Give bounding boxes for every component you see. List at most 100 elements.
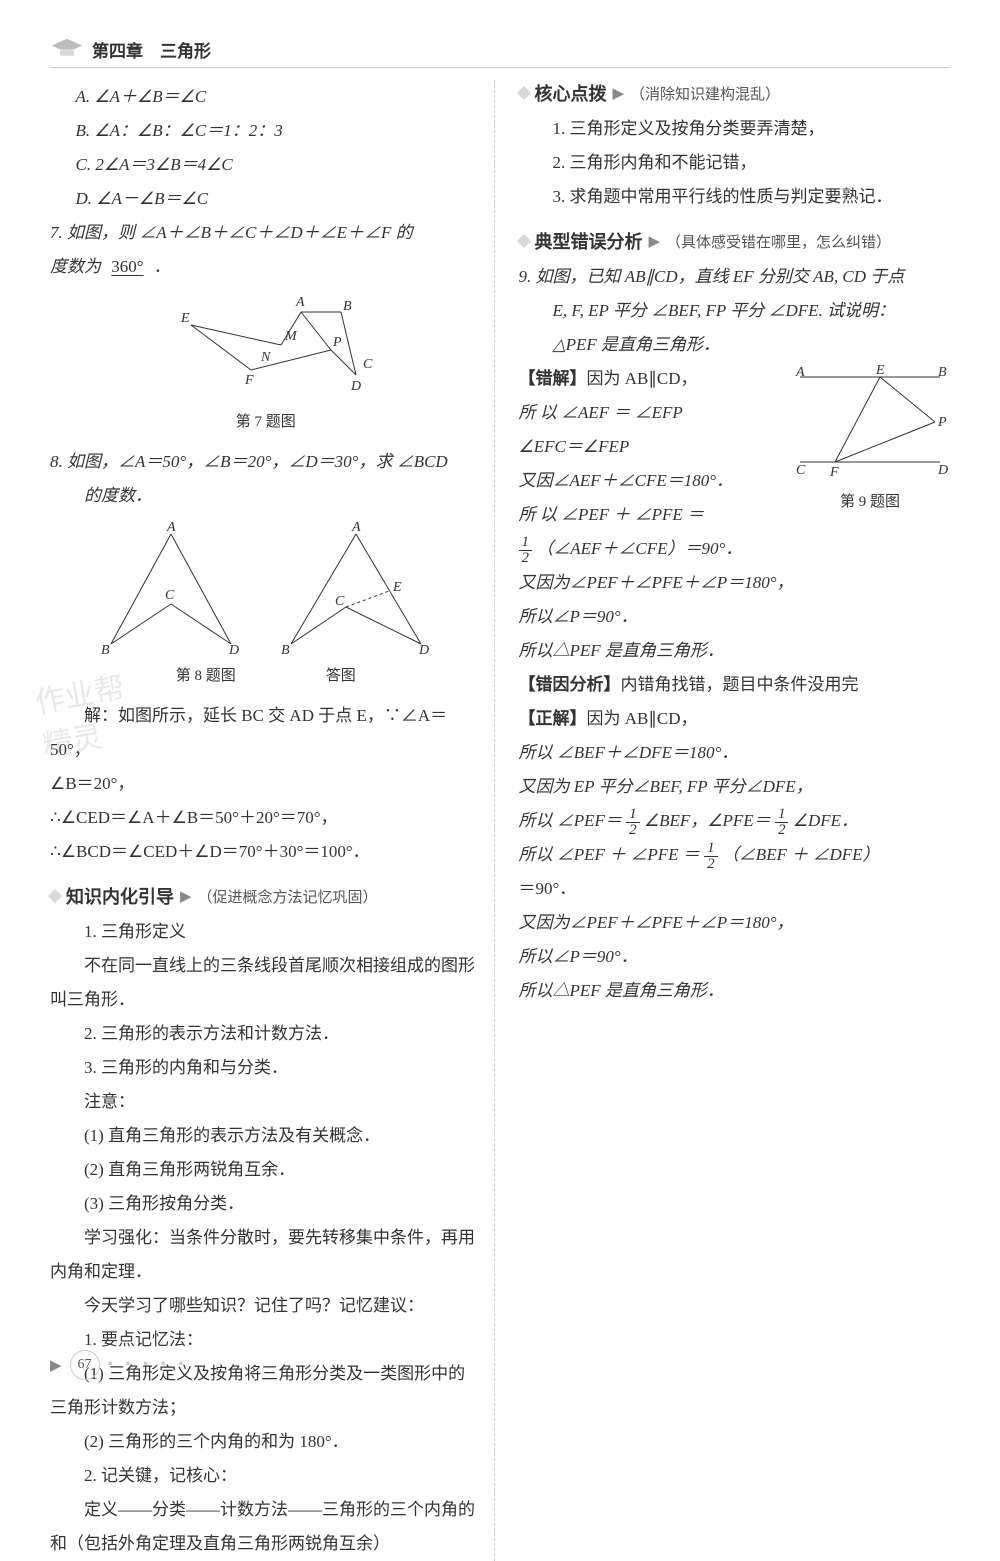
a13: (2) 三角形的三个内角的和为 180°． bbox=[50, 1425, 482, 1459]
svg-text:M: M bbox=[284, 329, 298, 344]
c2: 所以 ∠BEF＋∠DFE＝180°． bbox=[519, 736, 951, 770]
triangle-icon: ▶ bbox=[180, 887, 192, 906]
option-a: A. ∠A＋∠B＝∠C bbox=[50, 80, 482, 114]
q8-line2: 的度数． bbox=[50, 479, 482, 513]
svg-text:D: D bbox=[937, 463, 948, 478]
triangle-icon: ▶ bbox=[649, 232, 661, 251]
section-c-lead: 典型错误分析 ▶ （具体感受错在哪里，怎么纠错） bbox=[519, 228, 951, 254]
grad-cap-icon bbox=[50, 35, 84, 63]
reason-text: 内错角找错，题目中条件没用完 bbox=[621, 675, 859, 694]
svg-text:E: E bbox=[180, 311, 190, 326]
svg-text:N: N bbox=[260, 350, 271, 365]
c1: 因为 AB∥CD， bbox=[587, 709, 698, 728]
svg-text:F: F bbox=[829, 465, 839, 480]
svg-text:E: E bbox=[392, 580, 402, 595]
b1: 1. 三角形定义及按角分类要弄清楚， bbox=[519, 112, 951, 146]
svg-text:B: B bbox=[938, 365, 947, 380]
q7-line2: 度数为 360° ． bbox=[50, 250, 482, 284]
svg-text:D: D bbox=[228, 643, 239, 658]
w2: 所 以 ∠AEF ＝ ∠EFP bbox=[519, 396, 783, 430]
q7-period: ． bbox=[154, 257, 171, 276]
svg-text:D: D bbox=[418, 643, 429, 658]
w3: ∠EFC＝∠FEP bbox=[519, 430, 783, 464]
a5: 注意： bbox=[50, 1085, 482, 1119]
section-a-lead: 知识内化引导 ▶ （促进概念方法记忆巩固） bbox=[50, 883, 482, 909]
fig7-caption: 第 7 题图 bbox=[50, 407, 482, 437]
svg-text:E: E bbox=[875, 363, 885, 378]
a3: 2. 三角形的表示方法和计数方法． bbox=[50, 1017, 482, 1051]
wrong-l1: 【错解】因为 AB∥CD， bbox=[519, 362, 783, 396]
a8: (3) 三角形按角分类． bbox=[50, 1187, 482, 1221]
option-d: D. ∠A－∠B＝∠C bbox=[50, 182, 482, 216]
b2: 2. 三角形内角和不能记错， bbox=[519, 146, 951, 180]
page-footer: ▶ 67 • • • • • bbox=[50, 1350, 188, 1380]
a2: 不在同一直线上的三条线段首尾顺次相接组成的图形叫三角形． bbox=[50, 949, 482, 1017]
reason-line: 【错因分析】内错角找错，题目中条件没用完 bbox=[519, 668, 951, 702]
svg-text:B: B bbox=[101, 643, 110, 658]
figure-9: A E B P C F D bbox=[790, 362, 950, 482]
c9: 所以△PEF 是直角三角形． bbox=[519, 974, 951, 1008]
svg-text:C: C bbox=[335, 594, 345, 609]
q8-line1: 8. 如图，∠A＝50°，∠B＝20°，∠D＝30°，求 ∠BCD bbox=[50, 445, 482, 479]
correct-label: 【正解】 bbox=[519, 709, 587, 728]
svg-text:A: A bbox=[795, 365, 805, 380]
section-c-title: 典型错误分析 bbox=[535, 228, 643, 254]
figure-8: A B C D A B C D E bbox=[50, 519, 482, 659]
sol8-3: ∴∠CED＝∠A＋∠B＝50°＋20°＝70°， bbox=[50, 801, 482, 835]
q9-2: E, F, EP 平分 ∠BEF, FP 平分 ∠DFE. 试说明： bbox=[519, 294, 951, 328]
figure-7: A B C D E F M N P bbox=[50, 290, 482, 405]
section-c-note: （具体感受错在哪里，怎么纠错） bbox=[666, 231, 891, 252]
b3: 3. 求角题中常用平行线的性质与判定要熟记． bbox=[519, 180, 951, 214]
svg-text:B: B bbox=[343, 299, 352, 314]
c4b: ∠BEF，∠PFE＝ bbox=[644, 811, 771, 830]
q7-line1: 7. 如图，则 ∠A＋∠B＋∠C＋∠D＋∠E＋∠F 的 bbox=[50, 216, 482, 250]
w1: 因为 AB∥CD， bbox=[587, 369, 698, 388]
c3: 又因为 EP 平分∠BEF, FP 平分∠DFE， bbox=[519, 770, 951, 804]
right-column: 核心点拨 ▶ （消除知识建构混乱） 1. 三角形定义及按角分类要弄清楚， 2. … bbox=[519, 80, 951, 1561]
sol8-4: ∴∠BCD＝∠CED＋∠D＝70°＋30°＝100°． bbox=[50, 835, 482, 869]
w6: 12 （∠AEF＋∠CFE）＝90°． bbox=[519, 532, 951, 566]
chapter-title: 第四章 三角形 bbox=[92, 37, 211, 62]
left-column: A. ∠A＋∠B＝∠C B. ∠A：∠B：∠C＝1：2：3 C. 2∠A＝3∠B… bbox=[50, 80, 495, 1561]
section-a-title: 知识内化引导 bbox=[66, 883, 174, 909]
svg-text:A: A bbox=[166, 520, 176, 535]
a9: 学习强化：当条件分散时，要先转移集中条件，再用内角和定理． bbox=[50, 1221, 482, 1289]
triangle-icon: ▶ bbox=[50, 1356, 62, 1375]
svg-text:C: C bbox=[165, 588, 175, 603]
c5a: 所以 ∠PEF ＋ ∠PFE ＝ bbox=[519, 845, 700, 864]
fig8-caption-r: 答图 bbox=[326, 661, 356, 691]
c5b: （∠BEF ＋ ∠DFE） bbox=[722, 845, 880, 864]
a6: (1) 直角三角形的表示方法及有关概念． bbox=[50, 1119, 482, 1153]
w5: 所 以 ∠PEF ＋ ∠PFE ＝ bbox=[519, 498, 783, 532]
a14: 2. 记关键，记核心： bbox=[50, 1459, 482, 1493]
svg-text:A: A bbox=[295, 295, 305, 310]
q9-3: △PEF 是直角三角形． bbox=[519, 328, 951, 362]
section-a-note: （促进概念方法记忆巩固） bbox=[198, 886, 378, 907]
a1: 1. 三角形定义 bbox=[50, 915, 482, 949]
fig9-caption: 第 9 题图 bbox=[790, 487, 950, 517]
a15: 定义——分类——计数方法——三角形的三个内角的和（包括外角定理及直角三角形两锐角… bbox=[50, 1493, 482, 1561]
section-b-note: （消除知识建构混乱） bbox=[630, 83, 780, 104]
q9-1: 9. 如图，已知 AB∥CD，直线 EF 分别交 AB, CD 于点 bbox=[519, 260, 951, 294]
q7-b: 度数为 bbox=[50, 257, 101, 276]
w4: 又因∠AEF＋∠CFE＝180°． bbox=[519, 464, 783, 498]
a7: (2) 直角三角形两锐角互余． bbox=[50, 1153, 482, 1187]
svg-text:A: A bbox=[351, 520, 361, 535]
sol8-2: ∠B＝20°， bbox=[50, 767, 482, 801]
diamond-icon bbox=[516, 234, 530, 248]
correct-l1: 【正解】因为 AB∥CD， bbox=[519, 702, 951, 736]
svg-text:P: P bbox=[937, 415, 947, 430]
c4: 所以 ∠PEF＝ 12 ∠BEF，∠PFE＝ 12 ∠DFE． bbox=[519, 804, 951, 838]
c7: 又因为∠PEF＋∠PFE＋∠P＝180°， bbox=[519, 906, 951, 940]
option-c: C. 2∠A＝3∠B＝4∠C bbox=[50, 148, 482, 182]
svg-text:D: D bbox=[350, 379, 361, 394]
page-header: 第四章 三角形 bbox=[50, 35, 950, 68]
sol8-1: 解：如图所示，延长 BC 交 AD 于点 E，∵∠A＝50°， bbox=[50, 699, 482, 767]
diamond-icon bbox=[516, 86, 530, 100]
diamond-icon bbox=[48, 889, 62, 903]
c5: 所以 ∠PEF ＋ ∠PFE ＝ 12 （∠BEF ＋ ∠DFE） bbox=[519, 838, 951, 872]
triangle-icon: ▶ bbox=[613, 84, 625, 103]
svg-text:P: P bbox=[332, 335, 342, 350]
section-b-lead: 核心点拨 ▶ （消除知识建构混乱） bbox=[519, 80, 951, 106]
w9: 所以△PEF 是直角三角形． bbox=[519, 634, 951, 668]
